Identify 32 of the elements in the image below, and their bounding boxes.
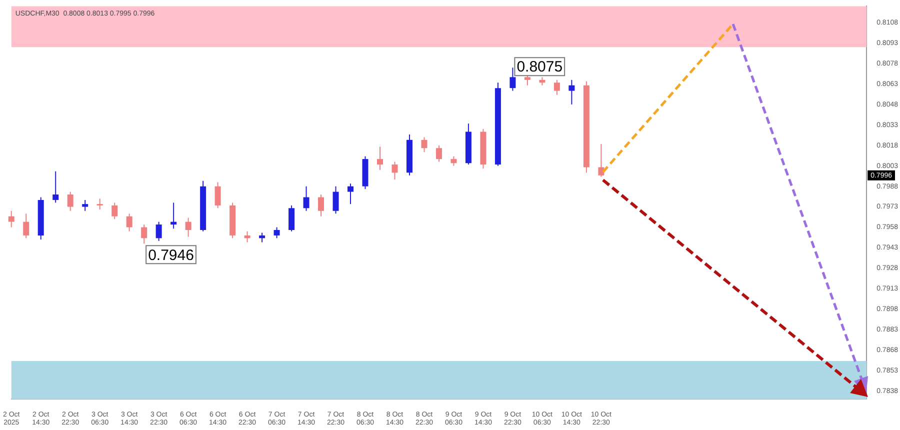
candlestick bbox=[392, 161, 398, 180]
annotation: 0.7946 bbox=[148, 246, 194, 264]
candlestick bbox=[82, 199, 88, 212]
annotation: 0.8075 bbox=[516, 58, 563, 76]
candlestick bbox=[126, 213, 132, 232]
candlestick bbox=[112, 202, 118, 220]
candlestick bbox=[554, 79, 560, 96]
candlestick bbox=[244, 230, 250, 243]
candlestick bbox=[141, 224, 148, 244]
candlestick bbox=[67, 191, 74, 212]
candlestick bbox=[156, 221, 162, 242]
candlestick bbox=[568, 79, 575, 105]
candlestick bbox=[23, 213, 30, 239]
candlestick bbox=[450, 156, 457, 166]
candlestick bbox=[288, 204, 295, 232]
candlestick bbox=[170, 202, 177, 230]
candlestick bbox=[598, 144, 604, 178]
candlestick bbox=[274, 226, 280, 239]
candlestick bbox=[214, 182, 221, 209]
candlestick bbox=[436, 144, 442, 162]
candlestick bbox=[52, 170, 59, 204]
candlestick bbox=[318, 194, 324, 217]
candlestick bbox=[259, 232, 266, 243]
candlestick bbox=[376, 146, 383, 170]
candlestick bbox=[8, 210, 14, 228]
candlestick bbox=[348, 183, 354, 205]
candlestick bbox=[510, 67, 516, 92]
candlestick bbox=[332, 186, 339, 214]
candlestick bbox=[96, 198, 103, 210]
candlestick bbox=[421, 136, 428, 153]
candlestick bbox=[303, 186, 310, 212]
candlestick bbox=[185, 217, 192, 238]
